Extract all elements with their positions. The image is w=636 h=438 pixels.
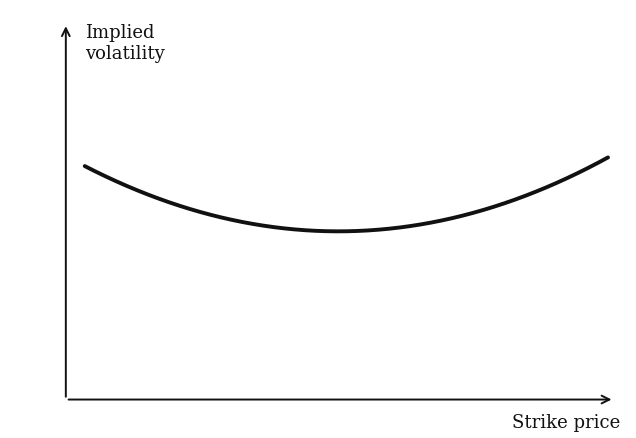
Text: Implied
volatility: Implied volatility [85,25,165,63]
Text: Strike price: Strike price [513,413,621,431]
